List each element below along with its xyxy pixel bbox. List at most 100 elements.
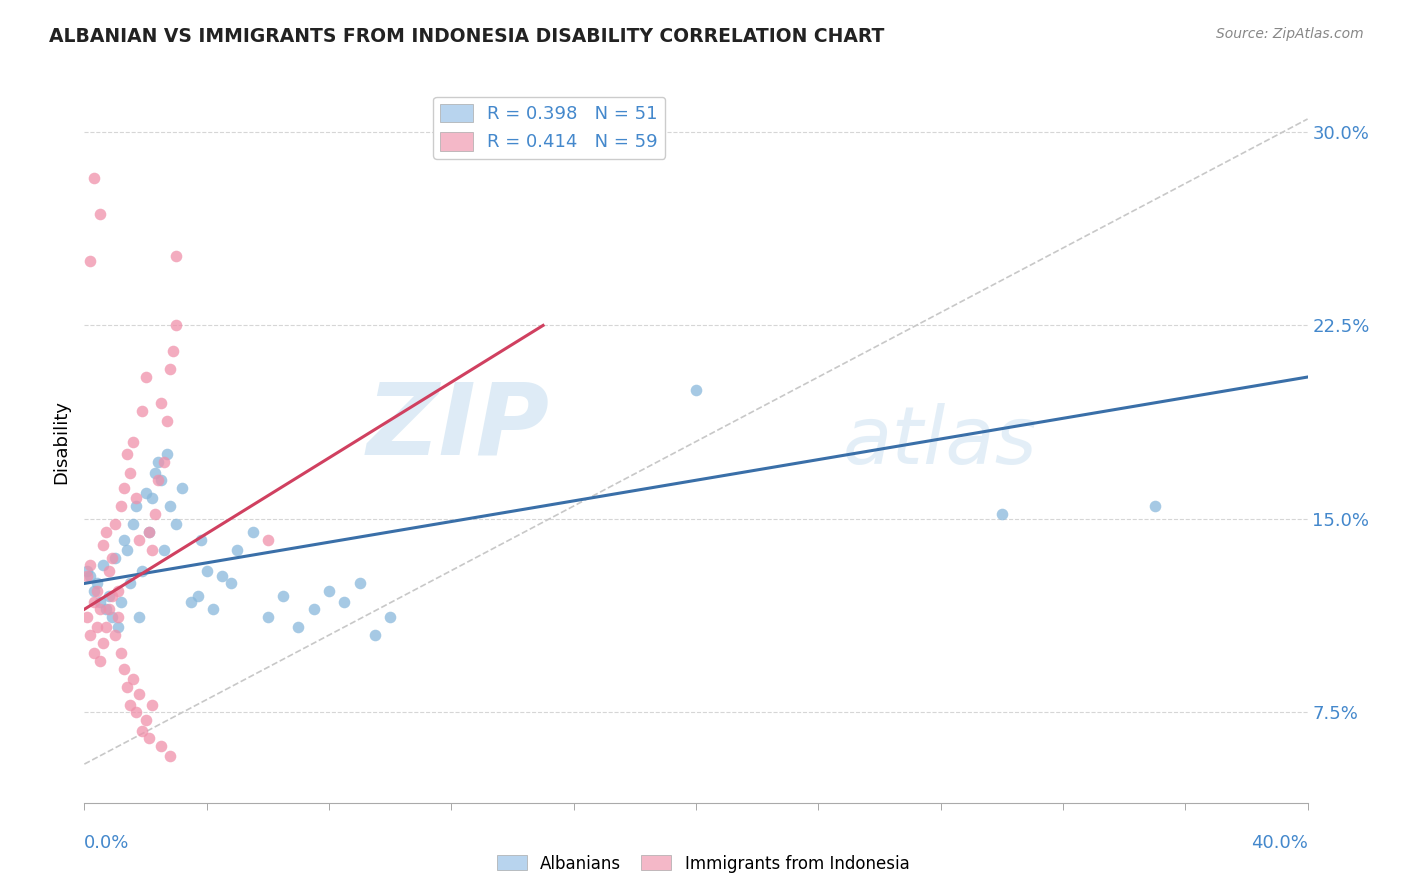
Point — [195, 564, 218, 578]
Point — [257, 610, 280, 624]
Point — [83, 171, 105, 186]
Text: 0.0%: 0.0% — [84, 834, 129, 852]
Point — [79, 558, 101, 573]
Point — [302, 602, 325, 616]
Point — [107, 620, 129, 634]
Point — [128, 533, 150, 547]
Point — [89, 207, 111, 221]
Point — [128, 610, 150, 624]
Point — [120, 466, 142, 480]
Point — [257, 533, 280, 547]
Point — [141, 698, 163, 712]
Point — [172, 481, 194, 495]
Point — [153, 542, 176, 557]
Point — [91, 538, 114, 552]
Point — [156, 414, 179, 428]
Point — [287, 620, 309, 634]
Point — [135, 486, 157, 500]
Text: Source: ZipAtlas.com: Source: ZipAtlas.com — [1216, 27, 1364, 41]
Point — [110, 594, 132, 608]
Point — [131, 564, 153, 578]
Point — [89, 654, 111, 668]
Point — [141, 542, 163, 557]
Point — [107, 610, 129, 624]
Point — [190, 533, 212, 547]
Text: atlas: atlas — [842, 402, 1038, 481]
Point — [159, 362, 181, 376]
Point — [104, 628, 127, 642]
Point — [89, 602, 111, 616]
Point — [125, 706, 148, 720]
Point — [115, 680, 138, 694]
Point — [104, 550, 127, 565]
Y-axis label: Disability: Disability — [52, 400, 70, 483]
Point — [97, 602, 120, 616]
Point — [333, 594, 356, 608]
Point — [1143, 499, 1166, 513]
Point — [115, 542, 138, 557]
Point — [186, 590, 208, 604]
Point — [165, 249, 187, 263]
Point — [79, 568, 101, 582]
Point — [138, 524, 160, 539]
Point — [159, 749, 181, 764]
Point — [83, 584, 105, 599]
Point — [110, 499, 132, 513]
Point — [242, 524, 264, 539]
Point — [149, 396, 172, 410]
Point — [380, 610, 402, 624]
Point — [101, 610, 124, 624]
Point — [107, 584, 129, 599]
Point — [141, 491, 163, 506]
Point — [146, 455, 169, 469]
Text: ALBANIAN VS IMMIGRANTS FROM INDONESIA DISABILITY CORRELATION CHART: ALBANIAN VS IMMIGRANTS FROM INDONESIA DI… — [49, 27, 884, 45]
Point — [153, 455, 176, 469]
Point — [94, 524, 117, 539]
Point — [97, 564, 120, 578]
Point — [86, 620, 108, 634]
Point — [143, 466, 166, 480]
Point — [104, 517, 127, 532]
Point — [135, 713, 157, 727]
Point — [201, 602, 224, 616]
Text: 40.0%: 40.0% — [1251, 834, 1308, 852]
Point — [226, 542, 249, 557]
Point — [180, 594, 202, 608]
Point — [138, 524, 160, 539]
Legend: Albanians, Immigrants from Indonesia: Albanians, Immigrants from Indonesia — [491, 848, 915, 880]
Point — [138, 731, 160, 746]
Point — [101, 550, 124, 565]
Point — [94, 620, 117, 634]
Point — [131, 723, 153, 738]
Point — [120, 698, 142, 712]
Point — [122, 434, 145, 449]
Point — [86, 584, 108, 599]
Point — [162, 344, 184, 359]
Point — [165, 517, 187, 532]
Point — [79, 253, 101, 268]
Point — [112, 481, 135, 495]
Point — [271, 590, 294, 604]
Point — [76, 568, 98, 582]
Point — [79, 628, 101, 642]
Point — [94, 602, 117, 616]
Point — [91, 558, 114, 573]
Point — [125, 491, 148, 506]
Point — [211, 568, 233, 582]
Point — [165, 318, 187, 333]
Point — [76, 610, 98, 624]
Point — [76, 564, 98, 578]
Point — [97, 590, 120, 604]
Point — [131, 403, 153, 417]
Point — [83, 646, 105, 660]
Point — [349, 576, 371, 591]
Point — [83, 594, 105, 608]
Point — [143, 507, 166, 521]
Point — [159, 499, 181, 513]
Point — [135, 370, 157, 384]
Point — [364, 628, 387, 642]
Point — [112, 533, 135, 547]
Point — [219, 576, 242, 591]
Point — [112, 662, 135, 676]
Text: ZIP: ZIP — [366, 378, 550, 475]
